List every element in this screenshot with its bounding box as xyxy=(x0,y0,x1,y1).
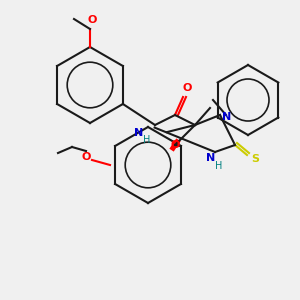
Text: H: H xyxy=(215,161,223,171)
Text: H: H xyxy=(143,135,151,145)
Text: N: N xyxy=(134,128,144,138)
Text: O: O xyxy=(81,152,91,162)
Text: O: O xyxy=(182,83,192,93)
Text: O: O xyxy=(87,15,97,25)
Text: N: N xyxy=(222,112,231,122)
Text: O: O xyxy=(170,140,180,150)
Text: N: N xyxy=(206,153,216,163)
Text: S: S xyxy=(251,154,259,164)
